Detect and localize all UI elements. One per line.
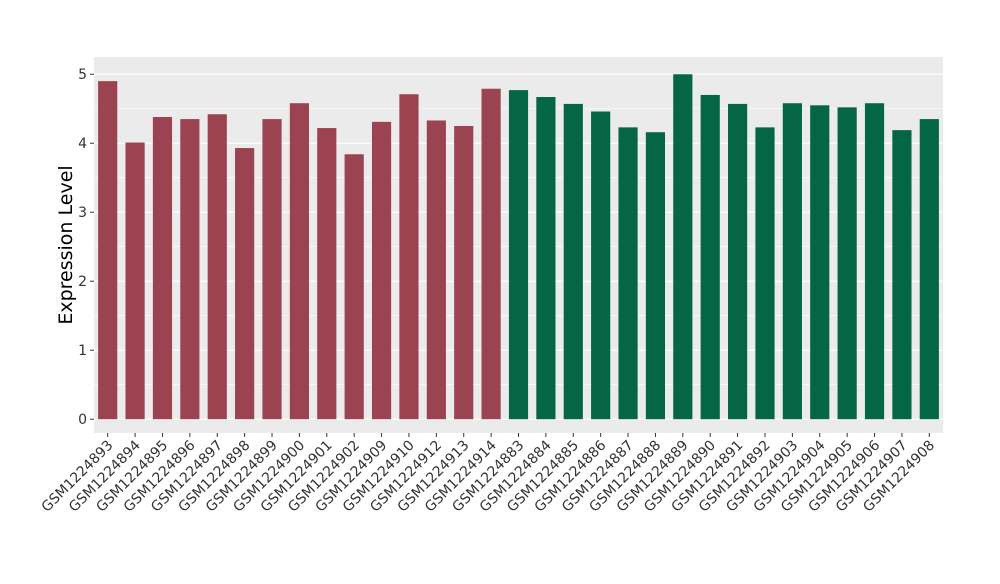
bar	[344, 154, 364, 420]
bar	[536, 97, 556, 420]
bar	[399, 94, 419, 420]
bar	[755, 127, 775, 420]
bar	[180, 119, 200, 420]
y-tick-label: 4	[78, 136, 87, 152]
bar	[837, 107, 857, 420]
bar	[700, 94, 720, 420]
bar	[782, 103, 802, 420]
bar	[317, 128, 337, 420]
bar	[152, 117, 173, 420]
bar	[919, 119, 939, 420]
y-tick-label: 2	[78, 274, 87, 290]
bar	[454, 125, 474, 420]
bar	[98, 81, 118, 420]
y-tick-label: 0	[78, 412, 87, 428]
bar	[371, 121, 392, 420]
bar	[481, 88, 501, 420]
x-axis: GSM1224893GSM1224894GSM1224895GSM1224896…	[39, 433, 938, 515]
bar	[235, 148, 255, 420]
bar	[645, 132, 666, 420]
y-axis-title: Expression Level	[55, 165, 77, 324]
bar	[618, 127, 638, 420]
bar	[125, 142, 145, 420]
bar	[289, 103, 309, 420]
y-tick-label: 1	[78, 343, 87, 359]
bar	[426, 120, 446, 420]
bar	[591, 111, 611, 420]
bar	[207, 114, 227, 420]
bar	[673, 74, 693, 420]
bar	[728, 103, 748, 420]
bar	[262, 119, 282, 420]
y-tick-label: 5	[78, 67, 87, 83]
bar	[563, 103, 583, 420]
bar	[810, 105, 830, 420]
y-tick-label: 3	[78, 205, 87, 221]
bars	[98, 74, 939, 420]
bar	[892, 130, 912, 420]
y-axis: 0 1 2 3 4 5	[78, 67, 94, 428]
bar	[508, 90, 529, 420]
bar	[864, 103, 885, 420]
